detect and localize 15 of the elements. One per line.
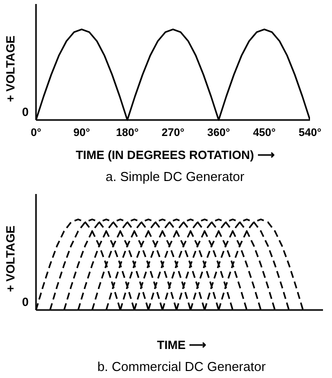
text: b. Commercial DC Generator xyxy=(96,359,267,374)
text: 0 xyxy=(22,105,29,119)
text: a. Simple DC Generator xyxy=(104,169,246,184)
x-tick-label: 90° xyxy=(73,126,90,139)
x-axis-title: TIME ⟶ xyxy=(156,338,207,352)
x-tick-label: 0° xyxy=(30,126,42,139)
y-axis-title: + VOLTAGE xyxy=(3,35,18,102)
x-tick-label: 180° xyxy=(116,126,139,139)
x-tick-label: 540° xyxy=(298,126,322,139)
x-tick-label: 450° xyxy=(252,126,276,139)
x-axis-title: TIME (IN DEGREES ROTATION) ⟶ xyxy=(74,148,276,162)
y-axis-title: + VOLTAGE xyxy=(3,225,18,292)
text: 0 xyxy=(22,295,29,309)
x-tick-label: 270° xyxy=(162,126,184,139)
x-tick-label: 360° xyxy=(207,126,230,139)
